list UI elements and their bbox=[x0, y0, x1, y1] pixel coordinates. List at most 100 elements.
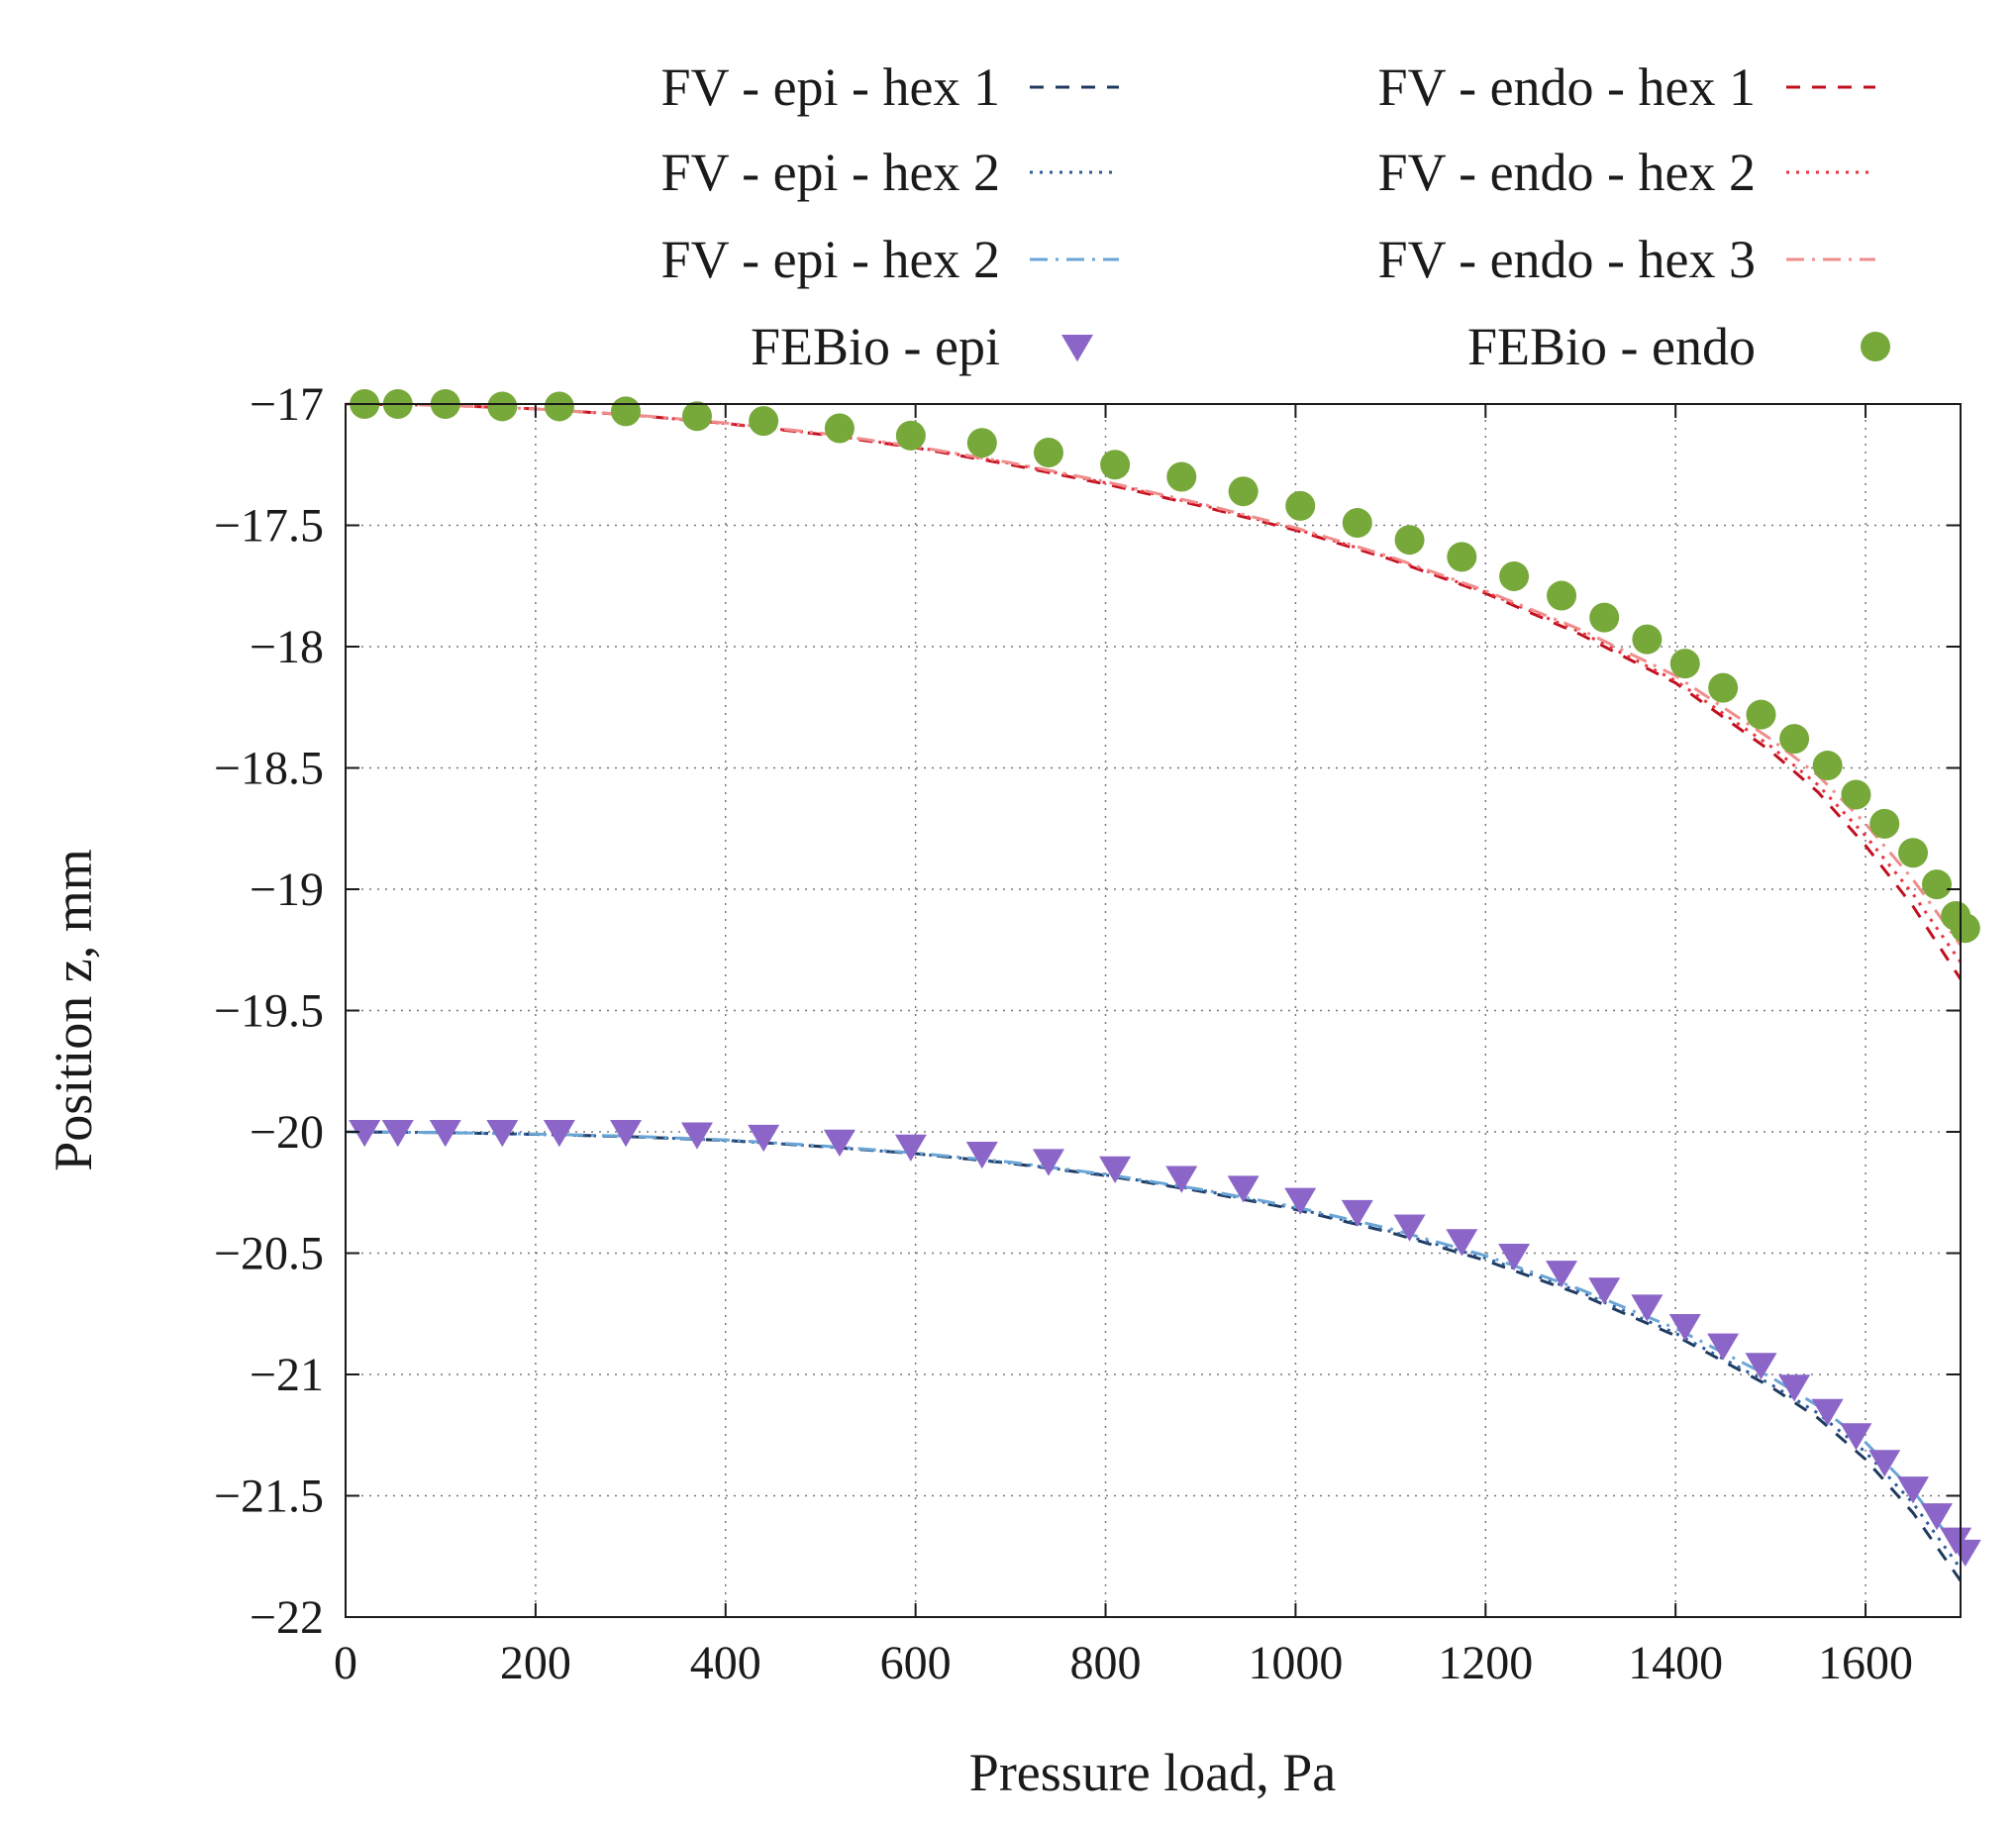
endo-marker bbox=[1100, 450, 1131, 480]
endo-marker bbox=[895, 420, 926, 451]
legend-label: FV - endo - hex 3 bbox=[1378, 230, 1756, 289]
x-tick-label: 0 bbox=[334, 1637, 357, 1689]
x-tick-label: 200 bbox=[500, 1637, 571, 1689]
epi-marker bbox=[1868, 1450, 1901, 1477]
x-tick-label: 1000 bbox=[1248, 1637, 1343, 1689]
epi-marker bbox=[748, 1124, 780, 1153]
epi-marker bbox=[1284, 1187, 1317, 1215]
epi-marker bbox=[680, 1122, 713, 1150]
epi-marker bbox=[1341, 1199, 1373, 1228]
endo-marker bbox=[1869, 808, 1900, 839]
legend-label: FV - endo - hex 1 bbox=[1378, 57, 1756, 117]
endo-marker bbox=[1812, 751, 1843, 781]
endo-marker bbox=[1342, 508, 1372, 539]
y-tick-label: −21 bbox=[250, 1349, 324, 1401]
y-tick-label: −17 bbox=[250, 378, 324, 431]
endo-marker bbox=[1898, 838, 1929, 868]
x-tick-label: 600 bbox=[880, 1637, 952, 1689]
endo-marker bbox=[1499, 560, 1530, 591]
endo-marker bbox=[1589, 602, 1620, 633]
epi-marker bbox=[1921, 1503, 1954, 1531]
series-7-markers bbox=[350, 389, 1980, 944]
endo-marker bbox=[1394, 525, 1425, 556]
x-tick-label: 400 bbox=[690, 1637, 761, 1689]
epi-marker bbox=[894, 1134, 927, 1162]
endo-marker bbox=[1632, 624, 1663, 655]
epi-marker bbox=[1811, 1398, 1844, 1426]
epi-marker bbox=[1393, 1214, 1426, 1242]
series-5-line bbox=[345, 402, 1963, 947]
x-tick-label: 800 bbox=[1070, 1637, 1142, 1689]
series-6-markers bbox=[349, 1120, 1981, 1568]
endo-marker bbox=[1841, 779, 1871, 810]
y-tick-label: −19.5 bbox=[214, 985, 324, 1038]
epi-marker bbox=[543, 1120, 575, 1148]
tick-layer: 0 200 400 600 800 1000 1200 1400 1600 −17 −17.5 −18… bbox=[214, 378, 1961, 1689]
endo-marker bbox=[1166, 461, 1197, 492]
epi-marker bbox=[1546, 1261, 1578, 1288]
epi-marker bbox=[1588, 1277, 1621, 1305]
endo-marker bbox=[1950, 913, 1980, 944]
endo-marker bbox=[1228, 476, 1259, 507]
endo-marker bbox=[1285, 490, 1316, 521]
y-tick-label: −18.5 bbox=[214, 743, 324, 795]
series-2-line bbox=[345, 1130, 1963, 1553]
epi-marker bbox=[1707, 1333, 1740, 1361]
epi-marker bbox=[1668, 1314, 1701, 1342]
epi-marker bbox=[965, 1142, 998, 1169]
epi-marker bbox=[823, 1129, 856, 1157]
epi-marker bbox=[1778, 1374, 1811, 1402]
endo-marker bbox=[966, 428, 997, 458]
y-axis-label: Position z, mm bbox=[44, 849, 103, 1171]
legend-label: FV - epi - hex 2 bbox=[661, 230, 1000, 289]
epi-marker bbox=[1032, 1149, 1064, 1176]
legend: FV - epi - hex 1 FV - epi - hex 2 FV - epi… bbox=[661, 57, 1890, 376]
endo-marker bbox=[1547, 580, 1577, 611]
epi-marker bbox=[486, 1120, 519, 1148]
y-tick-label: −20.5 bbox=[214, 1228, 324, 1280]
epi-marker bbox=[1099, 1156, 1132, 1183]
endo-marker bbox=[749, 406, 779, 437]
x-tick-label: 1200 bbox=[1438, 1637, 1533, 1689]
epi-marker bbox=[1840, 1423, 1872, 1451]
y-tick-label: −17.5 bbox=[214, 500, 324, 553]
epi-marker bbox=[349, 1120, 381, 1148]
x-tick-label: 1600 bbox=[1818, 1637, 1913, 1689]
endo-marker bbox=[1779, 724, 1810, 755]
series-0-line bbox=[345, 1130, 1963, 1582]
epi-marker bbox=[381, 1120, 414, 1148]
series-layer bbox=[345, 389, 1981, 1582]
epi-marker bbox=[1631, 1294, 1663, 1322]
endo-marker bbox=[824, 413, 855, 444]
legend-label: FV - epi - hex 1 bbox=[661, 57, 1000, 117]
legend-label: FV - endo - hex 2 bbox=[1378, 143, 1756, 202]
endo-marker bbox=[611, 396, 642, 427]
x-tick-label: 1400 bbox=[1628, 1637, 1723, 1689]
legend-swatch bbox=[1061, 335, 1093, 362]
x-axis-label: Pressure load, Pa bbox=[969, 1743, 1336, 1802]
endo-marker bbox=[487, 391, 518, 422]
endo-marker bbox=[681, 401, 712, 432]
endo-marker bbox=[1708, 672, 1739, 703]
epi-marker bbox=[429, 1120, 461, 1148]
endo-marker bbox=[1746, 699, 1776, 730]
grid bbox=[346, 404, 1961, 1617]
endo-marker bbox=[1033, 438, 1063, 467]
epi-marker bbox=[1949, 1539, 1981, 1568]
y-tick-label: −22 bbox=[250, 1591, 324, 1644]
endo-marker bbox=[544, 391, 574, 422]
legend-label: FEBio - epi bbox=[751, 317, 1000, 376]
endo-marker bbox=[1922, 869, 1953, 900]
endo-marker bbox=[1447, 542, 1477, 572]
legend-label: FEBio - endo bbox=[1467, 317, 1756, 376]
epi-marker bbox=[1897, 1476, 1930, 1504]
epi-marker bbox=[1498, 1243, 1531, 1271]
epi-marker bbox=[1446, 1229, 1478, 1257]
legend-swatch bbox=[1861, 332, 1890, 361]
series-4-line bbox=[345, 402, 1963, 964]
y-tick-label: −21.5 bbox=[214, 1471, 324, 1523]
y-tick-label: −19 bbox=[250, 863, 324, 916]
legend-label: FV - epi - hex 2 bbox=[661, 143, 1000, 202]
epi-marker bbox=[1745, 1353, 1777, 1380]
